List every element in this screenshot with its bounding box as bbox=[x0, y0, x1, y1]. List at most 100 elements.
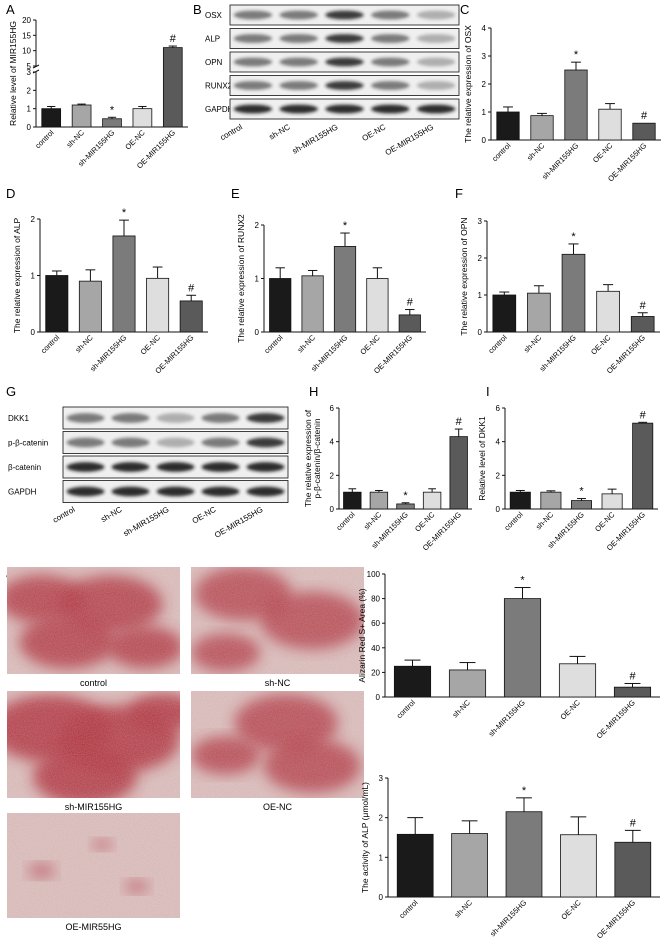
x-tick-label: sh-MIR155HG bbox=[487, 698, 527, 738]
x-tick-label: control bbox=[502, 510, 525, 533]
blot-lane-label: sh-MIR155HG bbox=[291, 122, 340, 155]
micrograph-image bbox=[7, 813, 180, 918]
bar-oe-nc bbox=[132, 108, 153, 128]
y-tick-label: 0 bbox=[482, 136, 487, 145]
y-tick-label: 2 bbox=[330, 471, 335, 480]
blot-band bbox=[325, 81, 364, 90]
y-axis-title: p-β-catenin/β-catenin bbox=[312, 418, 322, 498]
micrograph-texture bbox=[7, 813, 180, 918]
bar-oe-nc bbox=[560, 834, 597, 898]
blot-band bbox=[371, 104, 410, 114]
blot-band bbox=[156, 462, 195, 472]
bar-oe-mir155hg bbox=[632, 122, 656, 141]
x-tick-label: OE-MIR155HG bbox=[595, 698, 637, 740]
blot-band bbox=[279, 81, 318, 90]
micrograph-image bbox=[7, 567, 180, 674]
y-tick-label: 0 bbox=[376, 693, 381, 702]
significance-star: * bbox=[574, 49, 579, 61]
y-axis-title: Relative level of DKK1 bbox=[477, 416, 487, 501]
significance-star: * bbox=[343, 220, 348, 232]
blot-lane-label: OE-MIR155HG bbox=[213, 505, 264, 540]
bar-control bbox=[492, 294, 517, 333]
y-tick-label: 2 bbox=[496, 471, 501, 480]
significance-hash: # bbox=[407, 297, 414, 309]
bar-sh-nc bbox=[78, 280, 102, 333]
x-tick-label: sh-NC bbox=[522, 333, 544, 355]
blot-band bbox=[279, 10, 318, 20]
bar-oe-nc bbox=[366, 278, 389, 333]
y-tick-label: 100 bbox=[367, 570, 381, 579]
y-tick-label: 1 bbox=[255, 275, 260, 284]
y-tick-label: 15 bbox=[22, 31, 31, 40]
bar-control bbox=[393, 665, 432, 698]
bar-sh-nc bbox=[451, 833, 488, 898]
blot-band bbox=[111, 486, 150, 497]
blot-row-label: GAPDH bbox=[8, 488, 37, 497]
x-tick-label: OE-NC bbox=[558, 698, 582, 722]
x-tick-label: OE-NC bbox=[591, 141, 615, 165]
y-axis-title: The relative expression of OSX bbox=[463, 25, 473, 143]
significance-star: * bbox=[110, 104, 115, 116]
alizarin-red-micrographs: control sh-NC sh-MIR155HG OE-NC OE-MIR55HG bbox=[7, 567, 364, 932]
y-tick-label: 1 bbox=[31, 272, 36, 281]
blot-band bbox=[156, 413, 195, 423]
panel-label-f: F bbox=[455, 186, 463, 201]
bar-sh-mir155hg bbox=[503, 598, 542, 698]
y-tick-label: 0 bbox=[478, 328, 483, 337]
x-tick-label: OE-NC bbox=[413, 510, 437, 534]
bar-oe-mir155hg bbox=[398, 314, 421, 333]
x-tick-label: OE-NC bbox=[123, 128, 147, 152]
blot-lane-label: control bbox=[51, 505, 76, 525]
blot-row-label: DKK1 bbox=[8, 414, 29, 423]
significance-hash: # bbox=[640, 300, 647, 312]
significance-star: * bbox=[403, 490, 408, 502]
y-axis-title: Relative level of MIR155HG bbox=[8, 21, 18, 126]
y-tick-label: 40 bbox=[371, 644, 380, 653]
x-tick-label: sh-NC bbox=[525, 141, 547, 163]
blot-band bbox=[66, 462, 105, 472]
blot-band bbox=[156, 486, 195, 497]
x-tick-label: sh-NC bbox=[534, 510, 556, 532]
bar-control bbox=[396, 833, 434, 898]
blot-lane-label: sh-NC bbox=[99, 505, 123, 524]
micrograph-texture bbox=[191, 691, 364, 798]
y-tick-label: 2 bbox=[31, 215, 36, 224]
significance-hash: # bbox=[188, 282, 195, 294]
y-tick-label: 3 bbox=[482, 52, 487, 61]
micrograph-image bbox=[191, 691, 364, 798]
y-tick-label: 2 bbox=[478, 254, 483, 263]
blot-band bbox=[325, 10, 364, 20]
x-tick-label: control bbox=[33, 128, 56, 151]
bar-control bbox=[45, 275, 69, 333]
significance-hash: # bbox=[456, 416, 463, 428]
blot-band bbox=[416, 34, 456, 43]
micrograph-label: control bbox=[80, 678, 107, 688]
blot-band bbox=[233, 57, 273, 67]
y-tick-label: 2 bbox=[255, 221, 260, 230]
significance-hash: # bbox=[170, 33, 177, 45]
blot-band bbox=[66, 413, 105, 423]
bar-oe-nc bbox=[598, 108, 622, 141]
bar-oe-mir155hg bbox=[614, 841, 652, 898]
blot-band bbox=[371, 81, 410, 90]
y-tick-label: 1 bbox=[379, 853, 384, 862]
blot-band bbox=[201, 437, 240, 448]
blot-row-label: β-catenin bbox=[8, 463, 41, 472]
bar-oe-mir155hg bbox=[449, 436, 468, 510]
chart-d: 0 1 2 The relative expression of ALP control… bbox=[12, 207, 208, 375]
x-tick-label: OE-NC bbox=[593, 510, 617, 534]
x-tick-label: sh-NC bbox=[453, 898, 475, 920]
blot-row-label: OSX bbox=[205, 11, 223, 20]
y-tick-label: 1 bbox=[27, 105, 32, 114]
micrograph-texture bbox=[7, 691, 180, 798]
y-tick-label: 0 bbox=[330, 505, 335, 514]
blot-band bbox=[66, 486, 105, 497]
y-tick-label: 5 bbox=[27, 62, 32, 71]
blot-row-label: RUNX2 bbox=[205, 82, 233, 91]
blot-band bbox=[416, 104, 456, 114]
x-tick-label: control bbox=[395, 698, 418, 721]
bar-sh-mir155hg bbox=[505, 811, 543, 898]
blot-band bbox=[416, 57, 456, 67]
chart-c: 0 1 2 3 4 The relative expression of OSX contr… bbox=[463, 24, 661, 183]
